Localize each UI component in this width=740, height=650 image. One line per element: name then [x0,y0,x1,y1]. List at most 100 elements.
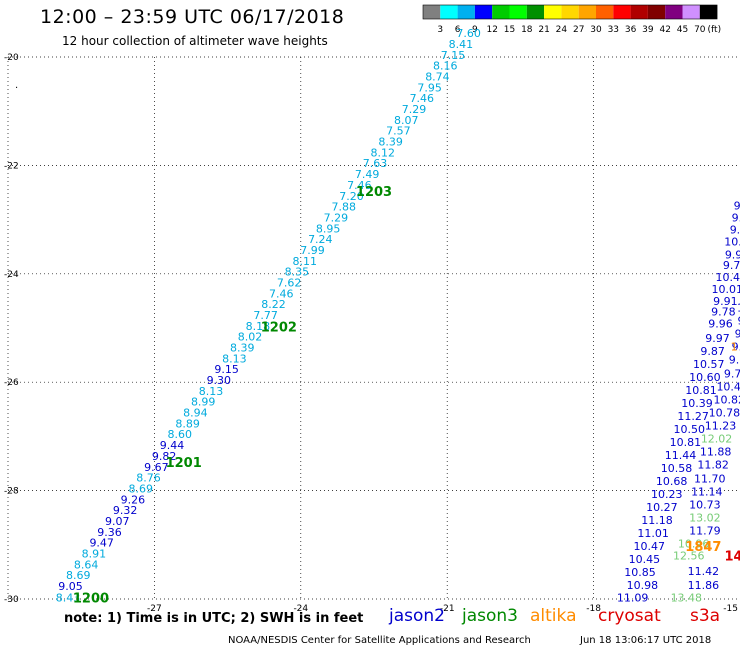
swh-data-label: 9.07 [105,515,130,528]
swh-data-label: 10.04 [737,301,740,314]
swh-data-label: 9.70 [723,259,740,272]
legend-s3a: s3a [690,606,721,626]
swh-data-label: 9.52 [734,200,740,213]
colorbar-tick-label: 18 [521,25,533,35]
pass-time-label: 1203 [356,185,392,200]
legend-cryosat: cryosat [598,606,661,626]
swh-data-label: 8.02 [238,331,263,344]
colorbar-tick-label: 30 [590,25,602,35]
swh-data-label: 8.69 [128,482,153,495]
swh-data-label: 8.39 [378,136,403,149]
swh-data-label: 10.73 [689,499,721,512]
swh-data-label: 10.96 [678,538,710,551]
chart-subtitle: 12 hour collection of altimeter wave hei… [62,34,328,48]
colorbar-tick-label: 24 [556,25,568,35]
swh-data-label: 7.20 [339,190,364,203]
swh-data-label: 9.83 [732,340,740,353]
colorbar-swatch [699,5,718,19]
swh-data-label: 8.16 [433,60,458,73]
colorbar-tick-label: 6 [455,25,461,35]
swh-data-label: 7.77 [253,309,278,322]
swh-data-label: 7.46 [347,179,372,192]
colorbar-tick-label: 12 [486,25,497,35]
swh-data-label: 7.63 [363,157,388,170]
swh-data-label: 10.98 [627,579,659,592]
swh-data-label: 9.78 [711,306,736,319]
legend-altika: altika [530,606,577,626]
colorbar-swatch [665,5,683,19]
swh-data-label: 10.01 [712,283,740,296]
x-tick-label: -15 [723,604,738,614]
x-tick-label: -18 [586,604,601,614]
swh-data-label: 12.56 [673,550,705,563]
pass-time-label: 1202 [261,320,297,335]
colorbar-swatch [682,5,700,19]
swh-data-label: 12.02 [701,433,733,446]
swh-data-label: 10.81 [670,436,702,449]
x-tick-label: -24 [293,604,308,614]
swh-data-label: 11.70 [694,473,726,486]
swh-data-label: 7.29 [402,103,427,116]
colorbar-swatch [457,5,475,19]
swh-data-label: 9.68 [729,353,740,366]
swh-data-label: 11.44 [665,449,697,462]
swh-data-label: 8.07 [394,114,419,127]
swh-data-label: 11.09 [617,591,649,604]
colorbar-swatch [596,5,614,19]
colorbar-swatch [630,5,648,19]
colorbar-tick-label: 36 [625,25,637,35]
pass-time-label: 144 [724,550,740,565]
swh-data-label: 9.36 [97,526,122,539]
swh-data-label: 8.60 [168,428,193,441]
y-tick-label: -20 [4,53,19,63]
swh-data-label: 10.81 [685,384,717,397]
swh-data-label: 10.68 [656,475,688,488]
swh-data-label: 7.99 [300,244,325,257]
colorbar-swatch [578,5,596,19]
swh-data-label: 9.47 [89,537,114,550]
swh-data-label: 10.78 [709,407,740,420]
swh-data-label: 9.71 [724,368,740,381]
swh-data-label: 7.29 [324,211,349,224]
y-tick-label: -30 [4,595,19,605]
colorbar-tick-label: 15 [504,25,515,35]
y-tick-label: -24 [4,270,19,280]
y-tick-label: -26 [4,378,19,388]
swh-data-label: 8.13 [199,385,224,398]
swh-data-label: 7.60 [456,27,481,40]
swh-data-label: 7.62 [277,276,302,289]
swh-data-label: 7.46 [269,287,294,300]
swh-data-label: 8.35 [285,266,310,279]
swh-data-label: 8.64 [74,558,99,571]
colorbar-swatch [561,5,579,19]
swh-data-label: 10.42 [715,271,740,284]
swh-data-label: 9.32 [113,504,138,517]
swh-data-label: 8.94 [183,407,208,420]
swh-data-label: 8.89 [175,417,200,430]
colorbar-swatch [474,5,493,19]
colorbar-tick-label: 33 [608,25,619,35]
colorbar-tick-label: 27 [573,25,584,35]
pass-time-label: 1201 [166,456,202,471]
swh-data-label: 7.46 [410,92,435,105]
swh-data-label: 8.91 [82,547,107,560]
swh-data-label: 10.58 [661,462,693,475]
swh-data-label: 7.57 [386,125,411,138]
colorbar-tick-label: 70 [694,25,706,35]
swh-data-label: 9.30 [207,374,232,387]
colorbar-swatch [440,5,458,19]
swh-data-label: 9.87 [700,345,725,358]
swh-data-label: 10.57 [693,358,725,371]
swh-data-label: 8.41 [449,38,474,51]
swh-data-label: 8.11 [292,255,317,268]
colorbar-tick-label: 45 [677,25,688,35]
swh-data-label: 9.44 [160,439,185,452]
swh-data-label: 11.23 [705,420,737,433]
footer-timestamp: Jun 18 13:06:17 UTC 2018 [580,635,712,646]
swh-data-label: 10.47 [716,381,740,394]
colorbar-swatch [647,5,666,19]
colorbar-frame [422,4,718,20]
swh-data-label: 10.82 [714,394,740,407]
